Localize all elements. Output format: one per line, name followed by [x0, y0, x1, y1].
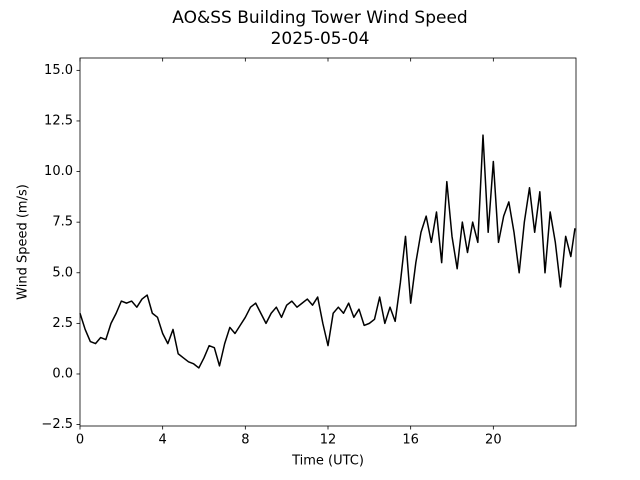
- x-tick-label: 16: [402, 433, 419, 448]
- line: [79, 134, 576, 369]
- x-tick-label: 20: [485, 433, 502, 448]
- x-tick-label: 8: [241, 433, 249, 448]
- x-tick-label: 12: [320, 433, 337, 448]
- y-tick-label: 15.0: [44, 63, 73, 78]
- y-tick-label: 2.5: [52, 316, 73, 331]
- y-tick-label: 5.0: [52, 265, 73, 280]
- y-tick-label: 10.0: [44, 164, 73, 179]
- chart-title: AO&SS Building Tower Wind Speed: [172, 8, 467, 28]
- x-tick-label: 4: [159, 433, 167, 448]
- x-tick-label: 0: [76, 433, 84, 448]
- chart-subtitle: 2025-05-04: [271, 29, 370, 49]
- axes-frame: [79, 57, 577, 427]
- y-tick-label: −2.5: [41, 417, 73, 432]
- y-tick-label: 7.5: [52, 215, 73, 230]
- y-tick-label: 0.0: [52, 366, 73, 381]
- y-tick-label: 12.5: [44, 113, 73, 128]
- x-axis-label: Time (UTC): [291, 454, 364, 469]
- y-axis-label: Wind Speed (m/s): [16, 184, 31, 300]
